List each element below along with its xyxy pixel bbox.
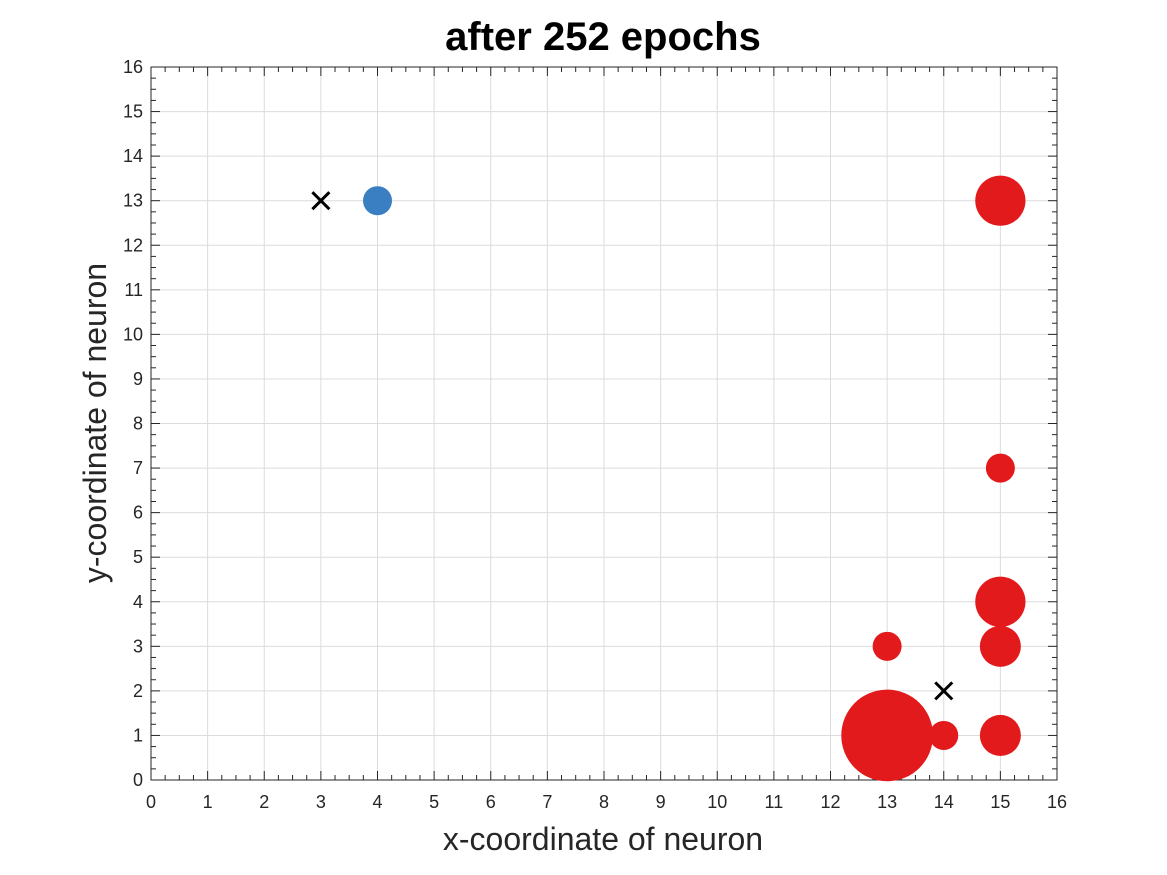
y-tick-label: 9 — [133, 369, 143, 389]
x-tick-label: 7 — [542, 792, 552, 812]
x-tick-label: 4 — [372, 792, 382, 812]
x-tick-label: 12 — [820, 792, 840, 812]
data-point — [979, 625, 1021, 667]
x-tick-label: 16 — [1047, 792, 1067, 812]
x-tick-label: 15 — [990, 792, 1010, 812]
y-tick-label: 5 — [133, 547, 143, 567]
y-tick-label: 15 — [123, 102, 143, 122]
x-tick-label: 0 — [146, 792, 156, 812]
x-tick-label: 3 — [316, 792, 326, 812]
y-tick-label: 12 — [123, 235, 143, 255]
chart-title: after 252 epochs — [445, 15, 761, 59]
y-tick-label: 3 — [133, 636, 143, 656]
x-tick-label: 6 — [486, 792, 496, 812]
x-tick-label: 11 — [765, 792, 784, 812]
x-tick-label: 13 — [877, 792, 897, 812]
grid — [151, 67, 1057, 780]
data-point — [985, 453, 1015, 483]
data-point — [975, 175, 1026, 226]
y-tick-label: 16 — [123, 57, 143, 77]
y-tick-label: 13 — [123, 191, 143, 211]
data-point — [975, 576, 1026, 627]
x-tick-label: 2 — [259, 792, 269, 812]
y-tick-label: 14 — [123, 146, 143, 166]
data-point — [929, 720, 959, 750]
data-markers — [311, 175, 1026, 782]
x-axis-label: x-coordinate of neuron — [443, 821, 763, 857]
y-tick-label: 11 — [124, 280, 143, 300]
plot-area-frame — [150, 66, 1058, 781]
y-tick-label: 6 — [133, 503, 143, 523]
cross-stroke — [311, 191, 331, 211]
y-tick-label: 7 — [133, 458, 143, 478]
cross-marker — [311, 191, 331, 211]
x-tick-label: 9 — [656, 792, 666, 812]
cross-marker — [934, 681, 954, 701]
y-tick-label: 1 — [133, 725, 143, 745]
x-tick-label: 14 — [934, 792, 954, 812]
y-tick-label: 2 — [133, 681, 143, 701]
data-point — [363, 186, 392, 216]
x-tick-label: 1 — [203, 792, 213, 812]
y-tick-label: 4 — [133, 592, 143, 612]
y-tick-label: 10 — [123, 324, 143, 344]
x-tick-label: 10 — [707, 792, 727, 812]
data-point — [979, 714, 1021, 756]
y-tick-label: 0 — [133, 770, 143, 790]
x-tick-label: 8 — [599, 792, 609, 812]
x-tick-labels: 0 1 2 3 4 5 6 7 8 9 10 11 12 13 14 15 16 — [146, 792, 1067, 812]
data-point — [841, 689, 933, 782]
x-tick-label: 5 — [429, 792, 439, 812]
y-axis-label: y-coordinate of neuron — [77, 263, 113, 583]
cross-stroke — [934, 681, 954, 701]
y-tick-label: 8 — [133, 414, 143, 434]
data-point — [872, 631, 902, 661]
